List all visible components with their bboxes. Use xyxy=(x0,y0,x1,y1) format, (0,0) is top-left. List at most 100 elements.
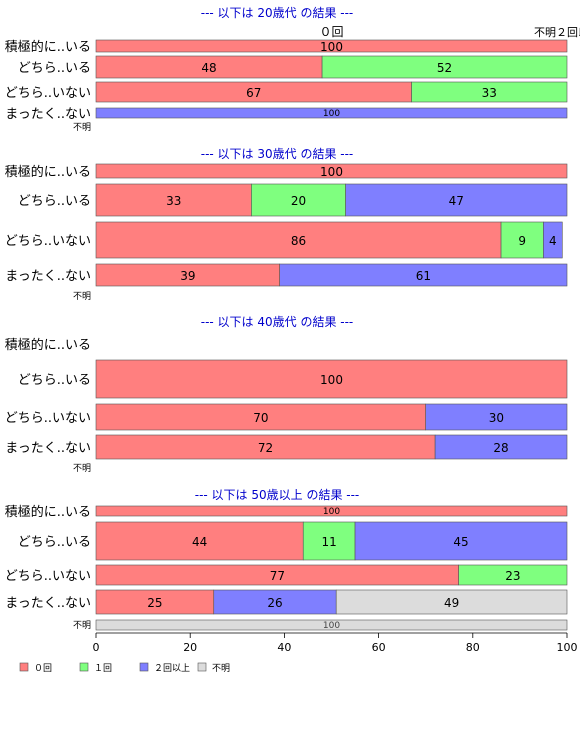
bar-segment xyxy=(95,505,568,517)
category-label: どちら..いる xyxy=(18,194,91,209)
data-label: 67 xyxy=(246,86,261,100)
category-label: 積極的に..いる xyxy=(5,164,91,180)
data-label: 100 xyxy=(323,621,340,631)
data-label: 28 xyxy=(493,441,508,455)
legend-swatch xyxy=(197,662,207,672)
panel-2: --- 以下は 30歳代 の結果 --- 積極的に..いる 100 どちら..いる 33… xyxy=(5,147,568,302)
panel-title: --- 以下は 20歳代 の結果 --- xyxy=(201,6,354,20)
legend-label: ２回以上 xyxy=(154,663,190,674)
panel-1: --- 以下は 20歳代 の結果 --- 積極的に..いる 100 どちら..いる 48… xyxy=(5,6,568,133)
legend-label: １回 xyxy=(94,663,112,674)
bar-segment xyxy=(95,434,436,460)
data-label: 26 xyxy=(267,596,282,610)
category-label: どちら..いる xyxy=(18,373,91,388)
category-label: 積極的に..いる xyxy=(5,504,91,520)
data-label: 61 xyxy=(416,269,431,283)
data-label: 33 xyxy=(166,194,181,208)
x-tick-label: 80 xyxy=(466,641,480,654)
legend-label: 不明 xyxy=(212,663,230,674)
bar-segment xyxy=(95,589,215,615)
bar-segment xyxy=(95,163,568,179)
x-tick-label: 60 xyxy=(372,641,386,654)
category-label: どちら..いる xyxy=(18,535,91,550)
top-axis-label-zero: ０回 xyxy=(319,25,343,39)
bar-segment xyxy=(458,564,568,586)
x-tick-label: 20 xyxy=(183,641,197,654)
bar-segment xyxy=(411,81,568,103)
bar-segment xyxy=(95,107,568,119)
bar-segment xyxy=(95,221,502,259)
data-label: 45 xyxy=(453,535,468,549)
bar-segment xyxy=(95,183,252,217)
legend-swatch xyxy=(19,662,29,672)
data-label: 20 xyxy=(291,194,306,208)
bar-segment xyxy=(95,619,568,631)
bar-segment xyxy=(335,589,568,615)
bar-segment xyxy=(95,521,304,561)
x-tick-label: 0 xyxy=(93,641,100,654)
legend-swatch xyxy=(139,662,149,672)
panel-title: --- 以下は 30歳代 の結果 --- xyxy=(201,147,354,161)
data-label: 33 xyxy=(482,86,497,100)
data-label: 23 xyxy=(505,569,520,583)
category-label: どちら..いない xyxy=(5,234,91,249)
category-label: 不明 xyxy=(73,620,91,631)
data-label: 100 xyxy=(320,40,343,54)
data-label: 70 xyxy=(253,411,268,425)
data-label: 77 xyxy=(270,569,285,583)
category-label: 不明 xyxy=(73,291,91,302)
bar-segment xyxy=(354,521,568,561)
data-label: 11 xyxy=(322,535,337,549)
data-label: 4 xyxy=(549,234,557,248)
category-label: 積極的に..いる xyxy=(5,337,91,353)
data-label: 25 xyxy=(147,596,162,610)
category-label: 不明 xyxy=(73,463,91,474)
x-tick-label: 40 xyxy=(277,641,291,654)
panel-4: --- 以下は 50歳以上 の結果 --- 積極的に..いる 100 どちら..いる 4… xyxy=(5,488,568,631)
category-label: どちら..いない xyxy=(5,411,91,426)
data-label: 49 xyxy=(444,596,459,610)
data-label: 100 xyxy=(323,109,340,119)
category-label: まったく..ない xyxy=(5,107,91,122)
data-label: 48 xyxy=(201,61,216,75)
bar-segment xyxy=(95,359,568,399)
data-label: 52 xyxy=(437,61,452,75)
bar-segment xyxy=(434,434,568,460)
legend-label: ０回 xyxy=(34,663,52,674)
category-label: まったく..ない xyxy=(5,441,91,456)
data-label: 86 xyxy=(291,234,306,248)
data-label: 100 xyxy=(323,507,340,517)
bar-segment xyxy=(95,39,568,53)
data-label: 39 xyxy=(180,269,195,283)
data-label: 44 xyxy=(192,535,207,549)
bar-segment xyxy=(279,263,568,287)
data-label: 47 xyxy=(449,194,464,208)
data-label: 30 xyxy=(489,411,504,425)
x-axis: 0 20 40 60 80 100 xyxy=(93,632,578,654)
legend-swatch xyxy=(79,662,89,672)
category-label: 積極的に..いる xyxy=(5,39,91,55)
bar-segment xyxy=(251,183,346,217)
bar-segment xyxy=(500,221,544,259)
data-label: 9 xyxy=(518,234,526,248)
bar-segment xyxy=(425,403,568,431)
bar-segment xyxy=(302,521,356,561)
bar-segment xyxy=(321,55,568,79)
category-label: まったく..ない xyxy=(5,269,91,284)
category-label: どちら..いる xyxy=(18,61,91,76)
panel-title: --- 以下は 40歳代 の結果 --- xyxy=(201,315,354,329)
data-label: 100 xyxy=(320,165,343,179)
bar-segment xyxy=(345,183,568,217)
data-label: 72 xyxy=(258,441,273,455)
category-label: まったく..ない xyxy=(5,596,91,611)
data-label: 100 xyxy=(320,373,343,387)
category-label: どちら..いない xyxy=(5,569,91,584)
category-label: 不明 xyxy=(73,122,91,133)
panel-title: --- 以下は 50歳以上 の結果 --- xyxy=(195,488,360,502)
bar-segment xyxy=(95,403,427,431)
category-label: どちら..いない xyxy=(5,86,91,101)
x-tick-label: 100 xyxy=(557,641,578,654)
top-axis-label-overlap: 不明２回以上 xyxy=(534,26,580,39)
